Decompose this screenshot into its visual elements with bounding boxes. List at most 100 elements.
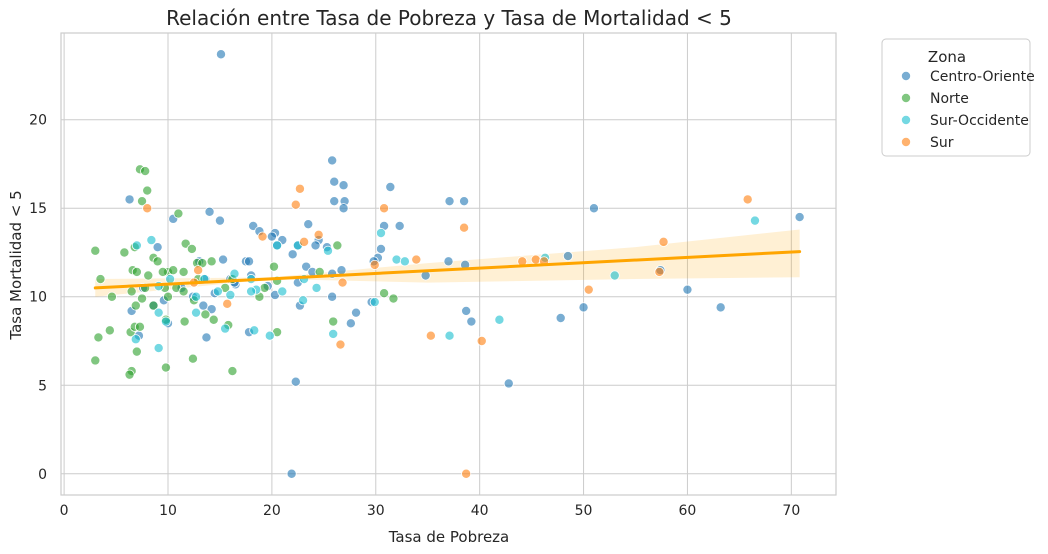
point-centro-oriente	[338, 203, 349, 214]
point-norte	[143, 270, 154, 281]
point-sur-occidente	[146, 235, 157, 246]
point-sur	[337, 277, 348, 288]
legend-label-centro-oriente: Centro-Oriente	[930, 69, 1035, 85]
point-sur	[313, 229, 324, 240]
point-norte	[168, 265, 179, 276]
point-norte	[126, 286, 137, 297]
point-centro-oriente	[466, 316, 477, 327]
point-sur-occidente	[191, 307, 202, 318]
legend-label-sur-occidente: Sur-Occidente	[930, 113, 1029, 129]
legend-box	[881, 38, 1031, 157]
point-sur	[193, 265, 204, 276]
point-centro-oriente	[794, 212, 805, 223]
point-sur	[658, 236, 669, 247]
point-norte	[148, 300, 159, 311]
point-sur	[461, 468, 472, 479]
axes-frame	[60, 32, 837, 496]
point-sur	[583, 284, 594, 295]
x-tick-label: 40	[471, 503, 489, 519]
point-sur	[142, 203, 153, 214]
point-centro-oriente	[443, 256, 454, 267]
point-sur-occidente	[391, 254, 402, 265]
point-centro-oriente	[204, 206, 215, 217]
point-sur	[299, 236, 310, 247]
point-sur	[379, 203, 390, 214]
point-centro-oriente	[588, 203, 599, 214]
point-norte	[178, 266, 189, 277]
point-centro-oriente	[215, 49, 226, 60]
point-centro-oriente	[329, 196, 340, 207]
point-norte	[134, 321, 145, 332]
point-centro-oriente	[244, 256, 255, 267]
point-sur-occidente	[369, 297, 380, 308]
point-norte	[131, 346, 142, 357]
point-norte	[379, 288, 390, 299]
point-centro-oriente	[327, 155, 338, 166]
point-sur	[425, 330, 436, 341]
legend-marker-sur-occidente	[901, 115, 912, 126]
point-sur-occidente	[229, 268, 240, 279]
point-norte	[200, 309, 211, 320]
point-norte	[142, 185, 153, 196]
point-sur-occidente	[131, 240, 142, 251]
point-norte	[186, 243, 197, 254]
point-sur-occidente	[375, 228, 386, 239]
point-sur-occidente	[322, 245, 333, 256]
point-sur	[476, 335, 487, 346]
point-sur-occidente	[311, 282, 322, 293]
point-centro-oriente	[198, 300, 209, 311]
point-norte	[137, 293, 148, 304]
point-centro-oriente	[555, 312, 566, 323]
point-centro-oriente	[375, 243, 386, 254]
legend-label-norte: Norte	[930, 91, 969, 107]
y-tick-label: 20	[29, 113, 47, 129]
point-sur	[742, 194, 753, 205]
point-sur-occidente	[328, 328, 339, 339]
legend-marker-norte	[901, 93, 912, 104]
point-sur	[530, 254, 541, 265]
point-centro-oriente	[287, 249, 298, 260]
y-tick-label: 0	[38, 467, 47, 483]
point-centro-oriente	[444, 196, 455, 207]
point-sur-occidente	[153, 343, 164, 354]
point-centro-oriente	[303, 219, 314, 230]
point-norte	[104, 325, 115, 336]
point-norte	[187, 353, 198, 364]
point-sur-occidente	[494, 314, 505, 325]
point-sur-occidente	[191, 291, 202, 302]
y-tick-label: 10	[29, 290, 47, 306]
point-norte	[332, 240, 343, 251]
point-centro-oriente	[351, 307, 362, 318]
point-centro-oriente	[327, 291, 338, 302]
point-norte	[90, 355, 101, 366]
point-centro-oriente	[578, 302, 589, 313]
point-norte	[328, 316, 339, 327]
point-sur	[335, 339, 346, 350]
point-sur-occidente	[277, 286, 288, 297]
legend-items: Centro-Oriente Norte Sur-Occidente Sur	[901, 69, 1035, 151]
point-norte	[160, 362, 171, 373]
chart-title: Relación entre Tasa de Pobreza y Tasa de…	[166, 6, 732, 30]
point-sur-occidente	[298, 295, 309, 306]
point-norte	[268, 261, 279, 272]
legend-title: Zona	[928, 48, 966, 66]
point-centro-oriente	[124, 194, 135, 205]
point-norte	[130, 300, 141, 311]
point-sur-occidente	[246, 286, 257, 297]
point-sur	[369, 259, 380, 270]
point-sur-occidente	[399, 256, 410, 267]
point-sur-occidente	[130, 334, 141, 345]
point-centro-oriente	[214, 215, 225, 226]
regression-line-group	[93, 250, 802, 290]
point-norte	[206, 256, 217, 267]
point-sur-occidente	[609, 270, 620, 281]
point-sur-occidente	[444, 330, 455, 341]
legend-marker-centro-oriente	[901, 71, 912, 82]
point-centro-oriente	[266, 231, 277, 242]
x-tick-label: 70	[782, 503, 800, 519]
point-sur	[411, 254, 422, 265]
point-norte	[208, 314, 219, 325]
y-tick-label: 15	[29, 201, 47, 217]
point-sur-occidente	[249, 325, 260, 336]
